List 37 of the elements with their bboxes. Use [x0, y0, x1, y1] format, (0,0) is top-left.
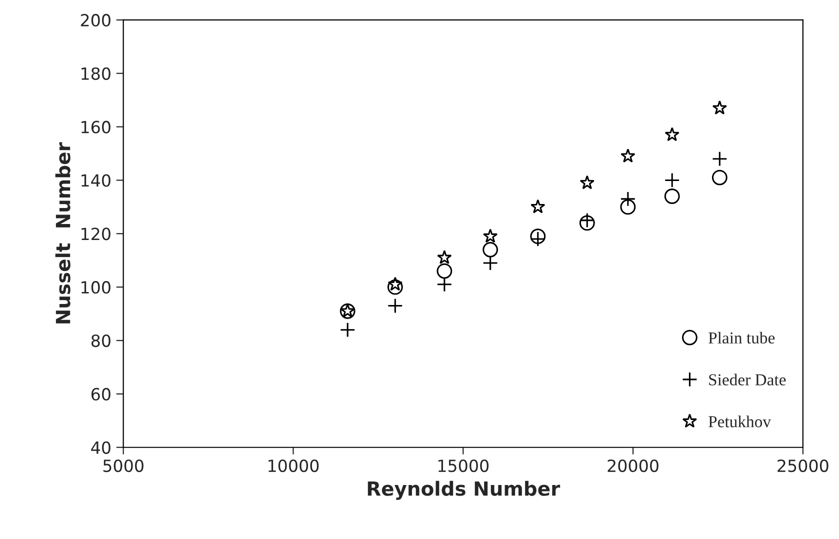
y-tick-label: 180 — [82, 67, 110, 80]
x-tick-label: 5000 — [103, 459, 144, 472]
point — [712, 170, 728, 186]
point — [712, 151, 728, 167]
x-tick-label: 20000 — [608, 459, 658, 472]
point — [530, 199, 546, 214]
legend-label: Plain tube — [708, 332, 775, 344]
x-tick-label: 10000 — [268, 459, 319, 472]
point — [664, 188, 680, 204]
y-tick-label: 80 — [91, 334, 110, 348]
point — [664, 127, 680, 142]
x-axis-title: Reynolds Number — [368, 480, 560, 500]
point — [482, 242, 498, 258]
y-tick-label: 120 — [82, 228, 110, 240]
y-tick-label: 100 — [82, 281, 110, 294]
point — [580, 175, 595, 190]
x-tick-label: 15000 — [438, 459, 489, 472]
point — [436, 263, 452, 279]
point — [620, 148, 636, 163]
y-tick-label: 200 — [80, 14, 110, 27]
y-tick-label: 140 — [82, 174, 110, 187]
point — [620, 199, 636, 215]
point — [482, 255, 498, 271]
point — [340, 322, 356, 338]
point — [387, 279, 403, 295]
legend-label: Petukhov — [708, 416, 772, 428]
point — [388, 276, 403, 291]
y-tick-label: 160 — [82, 120, 110, 134]
y-tick-label: 60 — [91, 388, 110, 401]
point — [436, 276, 452, 292]
y-tick-label: 40 — [91, 441, 110, 454]
point — [437, 250, 452, 264]
point — [482, 228, 498, 243]
point — [712, 100, 728, 114]
legend-label: Sieder Date — [709, 374, 786, 386]
y-axis-title: Nusselt Number — [55, 142, 70, 324]
x-tick-label: 25000 — [778, 459, 828, 472]
